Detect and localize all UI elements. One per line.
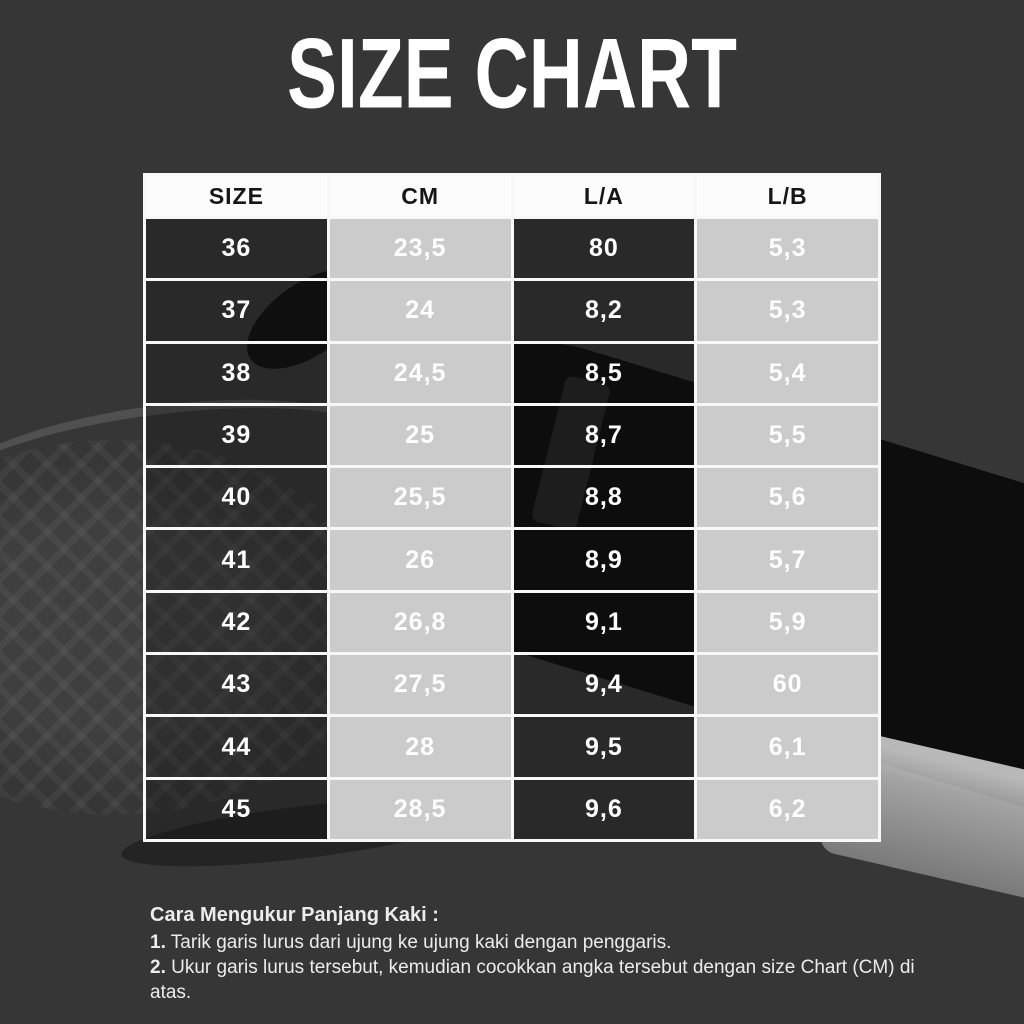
table-row: 39 25 8,7 5,5 [143,402,881,469]
page-title: SIZE CHART [287,17,737,129]
step-1-text: Tarik garis lurus dari ujung ke ujung ka… [170,932,672,953]
cell-cm: 26 [326,527,514,593]
step-1-number: 1. [150,932,166,953]
table-header-row: SIZE CM L/A L/B [143,173,881,219]
cell-la: 8,5 [510,340,698,406]
cell-size: 43 [143,652,330,718]
cell-cm: 25,5 [326,465,514,531]
step-2-text: Ukur garis lurus tersebut, kemudian coco… [150,957,915,1003]
cell-cm: 26,8 [326,589,514,656]
table-row: 41 26 8,9 5,7 [143,527,881,593]
cell-cm: 24 [326,278,514,344]
instruction-step-2: 2. Ukur garis lurus tersebut, kemudian c… [150,955,950,1005]
instruction-step-1: 1. Tarik garis lurus dari ujung ke ujung… [150,930,950,955]
cell-size: 41 [143,527,330,593]
cell-cm: 24,5 [326,340,514,406]
size-chart-table: SIZE CM L/A L/B 36 23,5 80 5,3 37 24 8,2… [143,173,881,842]
cell-lb: 5,3 [694,215,881,282]
cell-la: 80 [510,215,698,282]
cell-lb: 5,3 [694,278,881,344]
cell-la: 8,7 [510,402,698,469]
cell-size: 40 [143,465,330,531]
table-row: 44 28 9,5 6,1 [143,714,881,780]
cell-lb: 5,6 [694,465,881,531]
table-row: 42 26,8 9,1 5,9 [143,589,881,656]
measuring-instructions: Cara Mengukur Panjang Kaki : 1. Tarik ga… [150,903,950,1005]
cell-lb: 60 [694,652,881,718]
cell-size: 44 [143,714,330,780]
cell-lb: 5,9 [694,589,881,656]
table-row: 45 28,5 9,6 6,2 [143,776,881,842]
cell-size: 45 [143,776,330,842]
table-row: 43 27,5 9,4 60 [143,652,881,718]
step-2-number: 2. [150,957,166,978]
cell-lb: 5,4 [694,340,881,406]
col-header-lb: L/B [694,173,881,219]
table-row: 37 24 8,2 5,3 [143,278,881,344]
cell-cm: 27,5 [326,652,514,718]
cell-size: 39 [143,402,330,469]
cell-lb: 6,1 [694,714,881,780]
cell-size: 36 [143,215,330,282]
cell-size: 42 [143,589,330,656]
cell-cm: 28 [326,714,514,780]
instructions-heading: Cara Mengukur Panjang Kaki : [150,904,439,926]
cell-cm: 28,5 [326,776,514,842]
cell-la: 9,4 [510,652,698,718]
cell-size: 38 [143,340,330,406]
cell-cm: 25 [326,402,514,469]
cell-la: 9,6 [510,776,698,842]
cell-size: 37 [143,278,330,344]
cell-cm: 23,5 [326,215,514,282]
cell-lb: 5,5 [694,402,881,469]
table-row: 40 25,5 8,8 5,6 [143,465,881,531]
cell-la: 8,2 [510,278,698,344]
table-row: 36 23,5 80 5,3 [143,215,881,282]
table-row: 38 24,5 8,5 5,4 [143,340,881,406]
table-body: 36 23,5 80 5,3 37 24 8,2 5,3 38 24,5 8,5… [143,215,881,842]
cell-la: 9,1 [510,589,698,656]
cell-la: 8,8 [510,465,698,531]
cell-lb: 5,7 [694,527,881,593]
col-header-cm: CM [326,173,514,219]
col-header-size: SIZE [143,173,330,219]
cell-la: 9,5 [510,714,698,780]
cell-lb: 6,2 [694,776,881,842]
col-header-la: L/A [510,173,698,219]
cell-la: 8,9 [510,527,698,593]
